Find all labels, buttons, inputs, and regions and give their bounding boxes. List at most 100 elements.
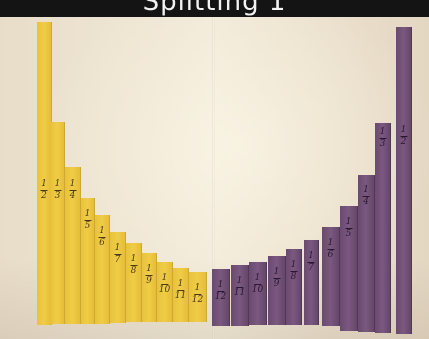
fraction-numerator: 1 xyxy=(327,238,334,248)
fraction-bar xyxy=(379,138,386,139)
fraction-bar xyxy=(84,220,91,221)
fraction-strip: 1 10 xyxy=(157,262,173,322)
fraction-denominator: 3 xyxy=(54,191,61,201)
fraction-bar xyxy=(362,196,370,197)
fraction-label: 1 10 xyxy=(252,274,263,295)
fraction-denominator: 7 xyxy=(308,263,314,273)
fraction-bar xyxy=(69,190,76,191)
fraction-denominator: 9 xyxy=(146,276,152,286)
fraction-bar xyxy=(130,265,137,266)
fraction-numerator: 1 xyxy=(400,125,407,135)
fraction-bar xyxy=(345,228,352,229)
fraction-numerator: 1 xyxy=(194,283,201,293)
fraction-bar xyxy=(145,275,153,276)
fraction-bar xyxy=(114,254,121,255)
fraction-bar xyxy=(307,262,315,263)
fraction-numerator: 1 xyxy=(99,226,105,236)
fraction-numerator: 1 xyxy=(363,185,369,195)
fraction-strip: 1 12 xyxy=(212,269,230,326)
paper-fold xyxy=(212,17,215,339)
fraction-denominator: 10 xyxy=(251,285,264,295)
fraction-numerator: 1 xyxy=(379,127,386,137)
fraction-denominator: 8 xyxy=(290,272,297,282)
fraction-bar xyxy=(290,271,297,272)
fraction-numerator: 1 xyxy=(345,217,352,227)
fraction-numerator: 1 xyxy=(146,264,152,274)
fraction-bar xyxy=(193,294,201,295)
fraction-bar xyxy=(54,190,61,191)
fraction-numerator: 1 xyxy=(114,243,121,253)
fraction-numerator: 1 xyxy=(69,179,76,189)
fraction-numerator: 1 xyxy=(290,260,297,270)
fraction-label: 1 11 xyxy=(175,280,186,301)
fraction-denominator: 12 xyxy=(191,295,204,305)
fraction-bar xyxy=(216,291,224,292)
fraction-denominator: 6 xyxy=(327,250,334,260)
fraction-numerator: 1 xyxy=(84,209,91,219)
fraction-numerator: 1 xyxy=(161,273,168,283)
fraction-denominator: 3 xyxy=(379,139,386,149)
fraction-numerator: 1 xyxy=(308,251,314,261)
fraction-denominator: 5 xyxy=(345,229,352,239)
fraction-denominator: 7 xyxy=(114,255,121,265)
fraction-denominator: 10 xyxy=(158,285,171,295)
fraction-numerator: 1 xyxy=(273,267,280,277)
fraction-bar xyxy=(273,278,280,279)
fraction-numerator: 1 xyxy=(177,279,184,289)
fraction-bar xyxy=(327,249,334,250)
fraction-numerator: 1 xyxy=(54,179,61,189)
fraction-denominator: 4 xyxy=(363,197,369,207)
fraction-strip: 1 11 xyxy=(173,268,189,322)
fraction-bar xyxy=(160,284,168,285)
fraction-denominator: 11 xyxy=(174,291,187,301)
fraction-denominator: 8 xyxy=(130,266,137,276)
fraction-bar xyxy=(40,190,48,191)
fraction-denominator: 11 xyxy=(233,288,246,298)
banner-text: Splitting 1 xyxy=(142,0,287,17)
fraction-numerator: 1 xyxy=(41,179,47,189)
fraction-bar xyxy=(176,290,184,291)
fraction-strip: 1 11 xyxy=(231,265,249,326)
fraction-numerator: 1 xyxy=(254,273,261,283)
fraction-numerator: 1 xyxy=(130,254,137,264)
fraction-strip: 1 10 xyxy=(249,262,267,325)
fraction-denominator: 9 xyxy=(273,279,280,289)
fraction-denominator: 5 xyxy=(84,221,91,231)
fraction-denominator: 2 xyxy=(41,191,47,201)
fraction-denominator: 2 xyxy=(400,137,407,147)
fraction-label: 1 11 xyxy=(234,277,245,298)
fraction-bar xyxy=(253,284,261,285)
fraction-label: 1 12 xyxy=(215,281,226,302)
fraction-bar xyxy=(235,287,243,288)
fraction-bar xyxy=(400,136,407,137)
